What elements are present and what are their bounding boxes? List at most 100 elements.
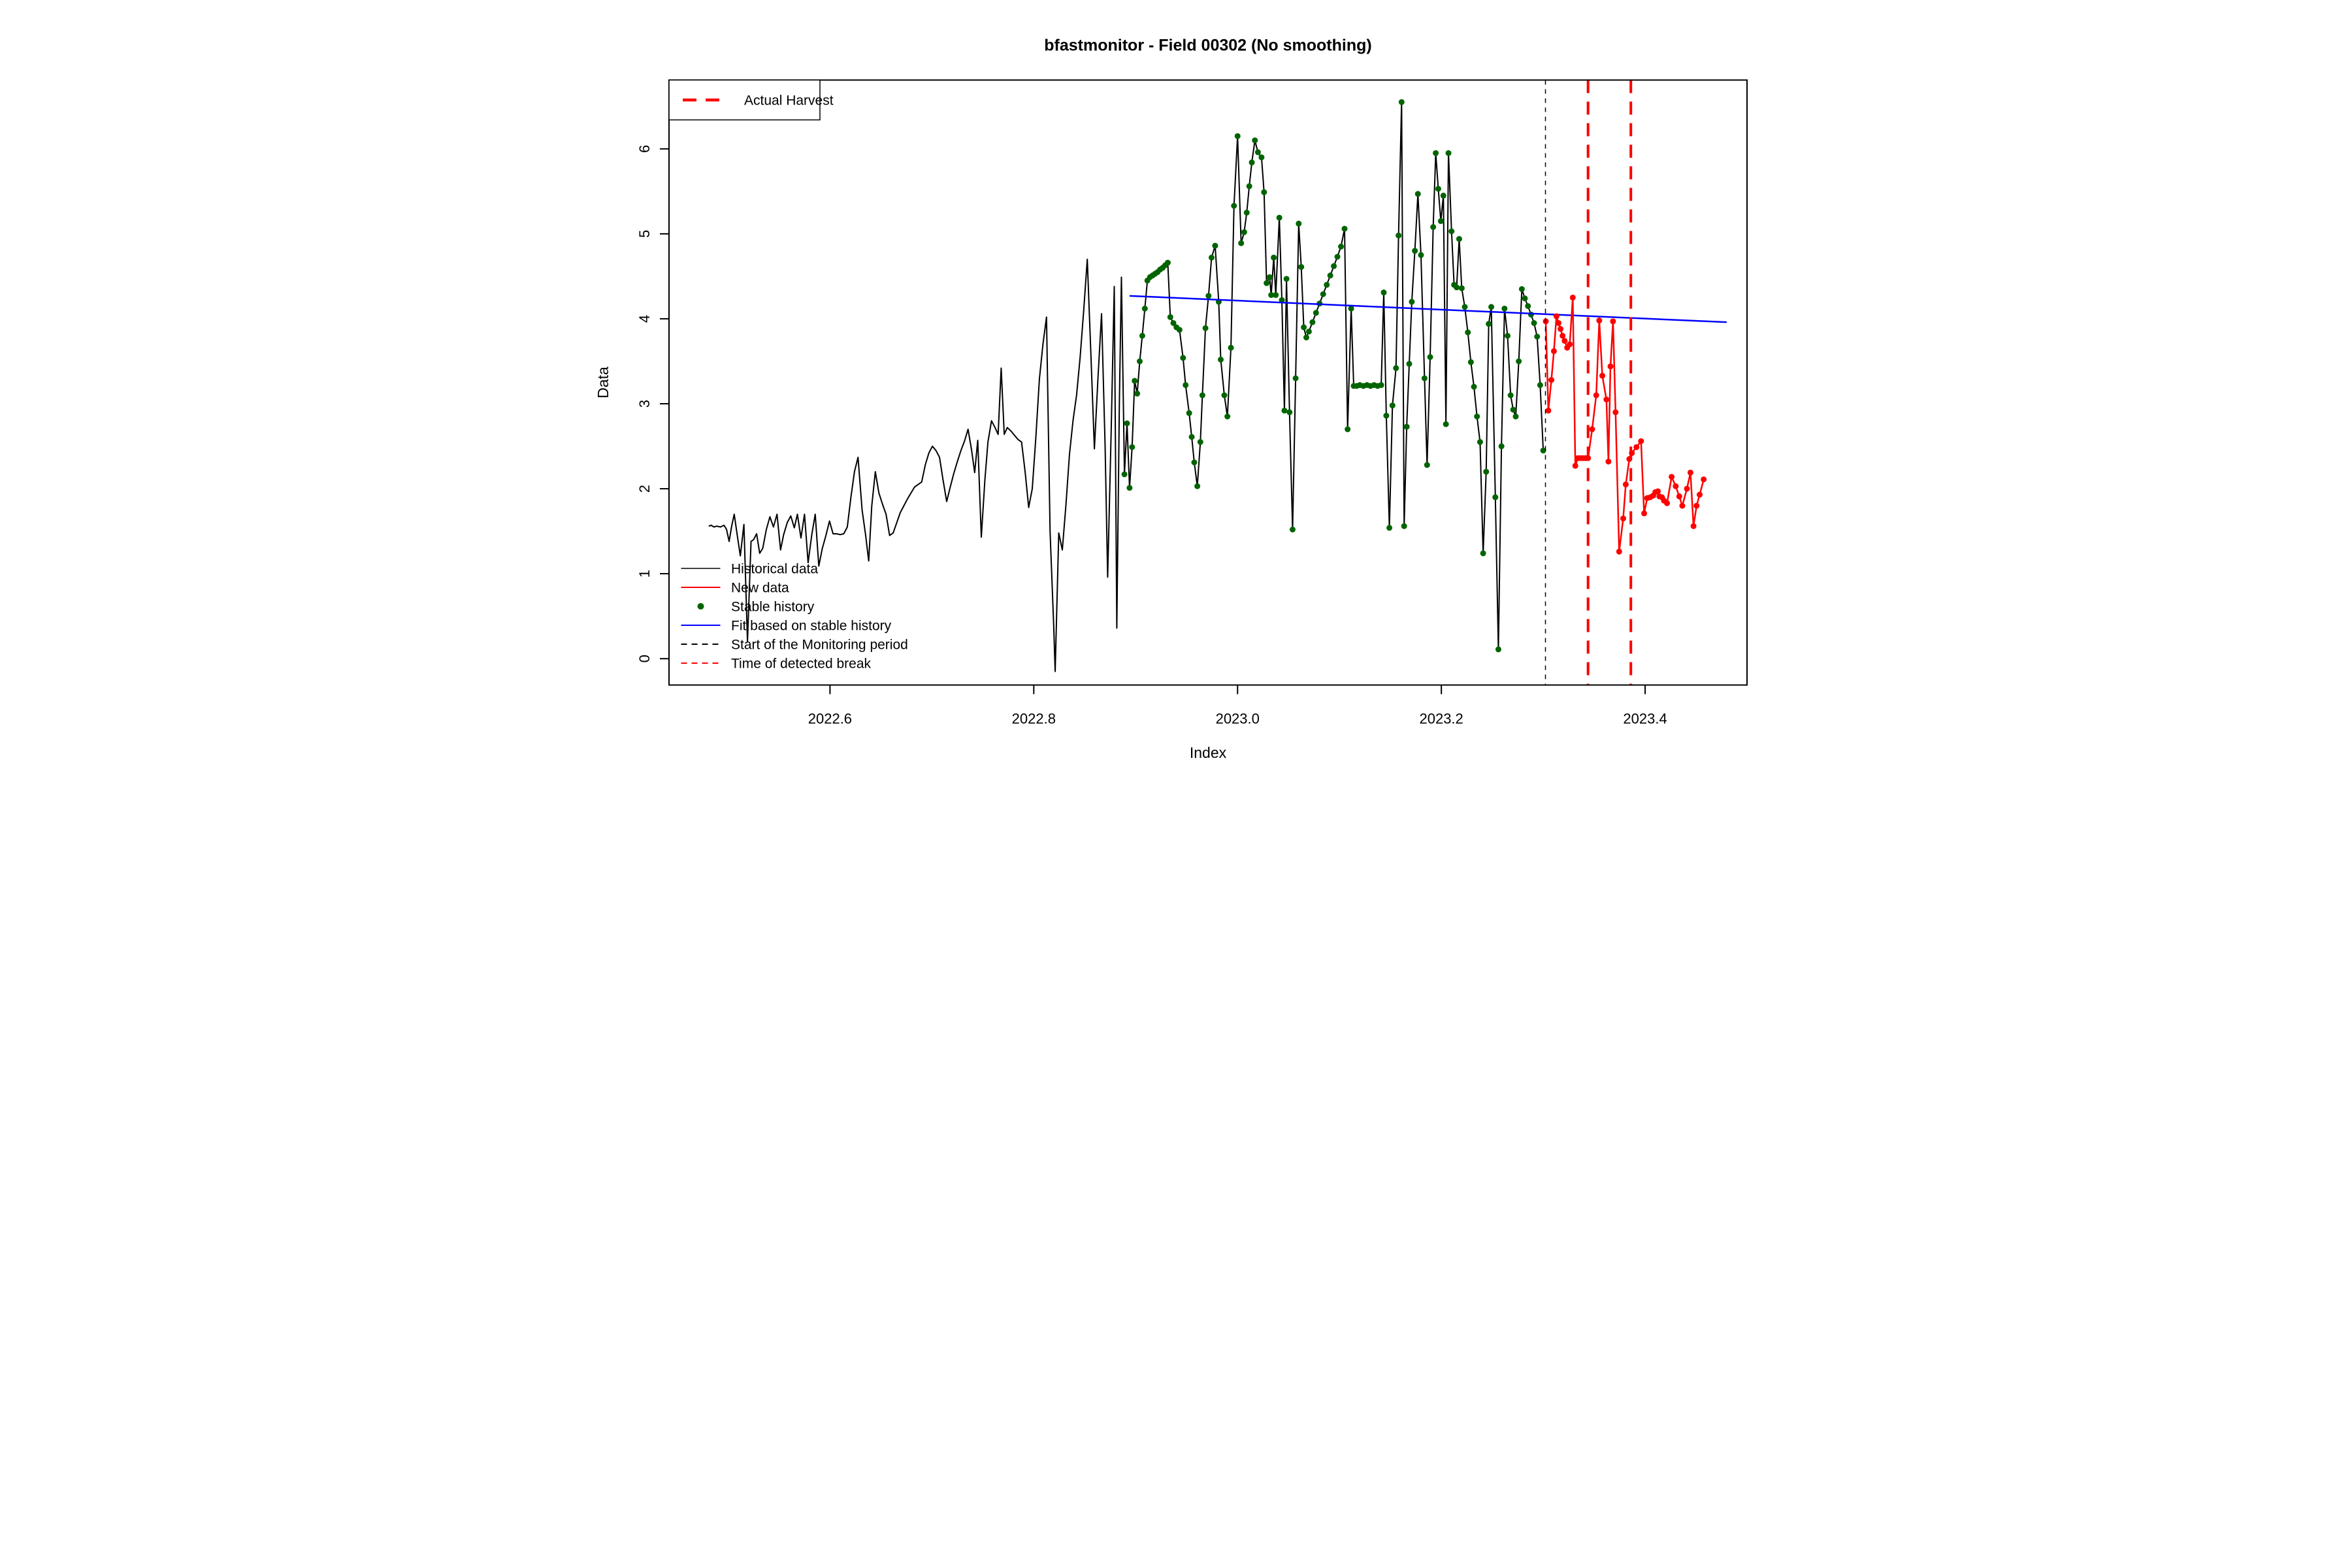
stable-history-point — [1205, 293, 1212, 299]
new-data-point — [1697, 491, 1703, 498]
new-data-point — [1550, 348, 1557, 354]
stable-history-point — [1474, 414, 1480, 419]
stable-history-point — [1303, 335, 1309, 341]
stable-history-point — [1518, 286, 1525, 292]
new-data-point — [1638, 438, 1644, 444]
stable-history-point — [1480, 550, 1486, 557]
stable-history-point — [1197, 439, 1203, 446]
stable-history-point — [1531, 319, 1537, 326]
stable-history-point — [1338, 243, 1344, 250]
new-data-point — [1548, 377, 1555, 384]
stable-history-point — [1283, 276, 1290, 282]
new-data-point — [1669, 474, 1675, 480]
stable-history-point — [1296, 220, 1302, 227]
stable-history-point — [1298, 264, 1305, 270]
new-data-point — [1556, 319, 1561, 326]
stable-history-point — [1516, 358, 1522, 365]
stable-history-point — [1228, 344, 1234, 351]
stable-history-point — [1126, 485, 1133, 491]
stable-history-point — [1170, 319, 1177, 326]
x-tick-label: 2023.0 — [1216, 711, 1260, 727]
stable-history-point — [1341, 225, 1348, 232]
stable-history-point — [1437, 218, 1444, 224]
stable-history-point — [1477, 439, 1483, 446]
new-data-point — [1616, 548, 1622, 555]
stable-history-point — [1345, 426, 1351, 433]
stable-history-point — [1467, 359, 1474, 365]
stable-history-point — [1507, 392, 1514, 399]
stable-history-point — [1348, 305, 1354, 312]
chart-title: bfastmonitor - Field 00302 (No smoothing… — [1044, 37, 1371, 55]
stable-history-point — [1401, 523, 1407, 529]
stable-history-point — [1261, 189, 1267, 195]
stable-history-point — [1276, 214, 1282, 221]
stable-history-point — [1202, 325, 1209, 331]
fit-line — [1129, 295, 1727, 323]
stable-history-point — [1448, 228, 1455, 235]
stable-history-point — [1440, 192, 1446, 199]
stable-history-point — [1212, 242, 1218, 249]
new-data-point — [1612, 409, 1619, 416]
stable-history-point — [1268, 292, 1275, 299]
stable-history-point — [1380, 289, 1387, 296]
stable-history-point — [1246, 183, 1252, 189]
stable-history-point — [1525, 302, 1531, 309]
stable-history-point — [1403, 423, 1410, 430]
new-data-point — [1567, 341, 1573, 348]
new-data-point — [1679, 502, 1686, 509]
x-tick-label: 2022.6 — [808, 711, 852, 727]
stable-history-point — [1137, 358, 1143, 365]
stable-history-point — [1141, 305, 1148, 312]
stable-history-point — [1194, 483, 1201, 489]
stable-history-point — [1445, 150, 1452, 156]
stable-history-point — [1241, 229, 1247, 235]
stable-history-point — [1522, 295, 1528, 302]
x-tick-label: 2023.4 — [1623, 711, 1667, 727]
new-data-point — [1676, 493, 1682, 500]
stable-history-point — [1139, 333, 1145, 339]
legend-bottom: Historical data New data Stable history … — [731, 562, 908, 672]
stable-history-point — [1418, 252, 1424, 258]
y-tick-label: 0 — [636, 655, 653, 662]
stable-history-point — [1501, 305, 1508, 312]
stable-history-point — [1383, 412, 1390, 419]
stable-history-point — [1527, 311, 1534, 318]
plot-area: 2022.6 2022.8 2023.0 2023.2 2023.4 0 1 2 3 4 5 6 — [636, 80, 1727, 727]
stable-history-point — [1167, 314, 1173, 320]
stable-history-point — [1309, 319, 1316, 325]
new-data-point — [1641, 510, 1647, 517]
legend-actual-harvest-label: Actual Harvest — [744, 93, 834, 108]
legend-new-data-label: New data — [731, 581, 789, 596]
new-data-point — [1558, 326, 1564, 333]
stable-history-point — [1292, 375, 1299, 382]
stable-history-point — [1320, 291, 1326, 297]
stable-history-point — [1199, 392, 1205, 399]
y-tick-label: 4 — [636, 315, 653, 323]
stable-history-point — [1409, 299, 1415, 305]
new-data-point — [1605, 458, 1612, 465]
stable-history-point — [1221, 392, 1228, 399]
stable-history-point — [1238, 240, 1245, 246]
stable-history-point — [1234, 133, 1241, 139]
new-data-point — [1701, 476, 1707, 483]
stable-history-point — [1378, 382, 1384, 388]
stable-history-point — [1191, 459, 1198, 466]
stable-history-point — [1273, 292, 1279, 299]
stable-history-point — [1186, 410, 1192, 416]
new-data-line — [1544, 297, 1705, 553]
stable-history-point — [1534, 333, 1541, 340]
stable-history-point — [1435, 186, 1441, 192]
legend-detected-break-label: Time of detected break — [731, 657, 871, 672]
new-data-point — [1593, 392, 1599, 399]
new-data-point — [1622, 482, 1629, 488]
new-data-point — [1664, 500, 1671, 506]
stable-history-point — [1389, 402, 1396, 409]
new-data-point — [1589, 426, 1595, 433]
legend-fit-label: Fit based on stable history — [731, 619, 892, 634]
stable-history-point — [1134, 390, 1141, 397]
y-tick-label: 3 — [636, 400, 653, 408]
stable-history-point — [1495, 646, 1501, 653]
new-data-point — [1607, 363, 1614, 370]
stable-history-point — [1331, 263, 1337, 269]
new-data-point — [1610, 318, 1616, 325]
